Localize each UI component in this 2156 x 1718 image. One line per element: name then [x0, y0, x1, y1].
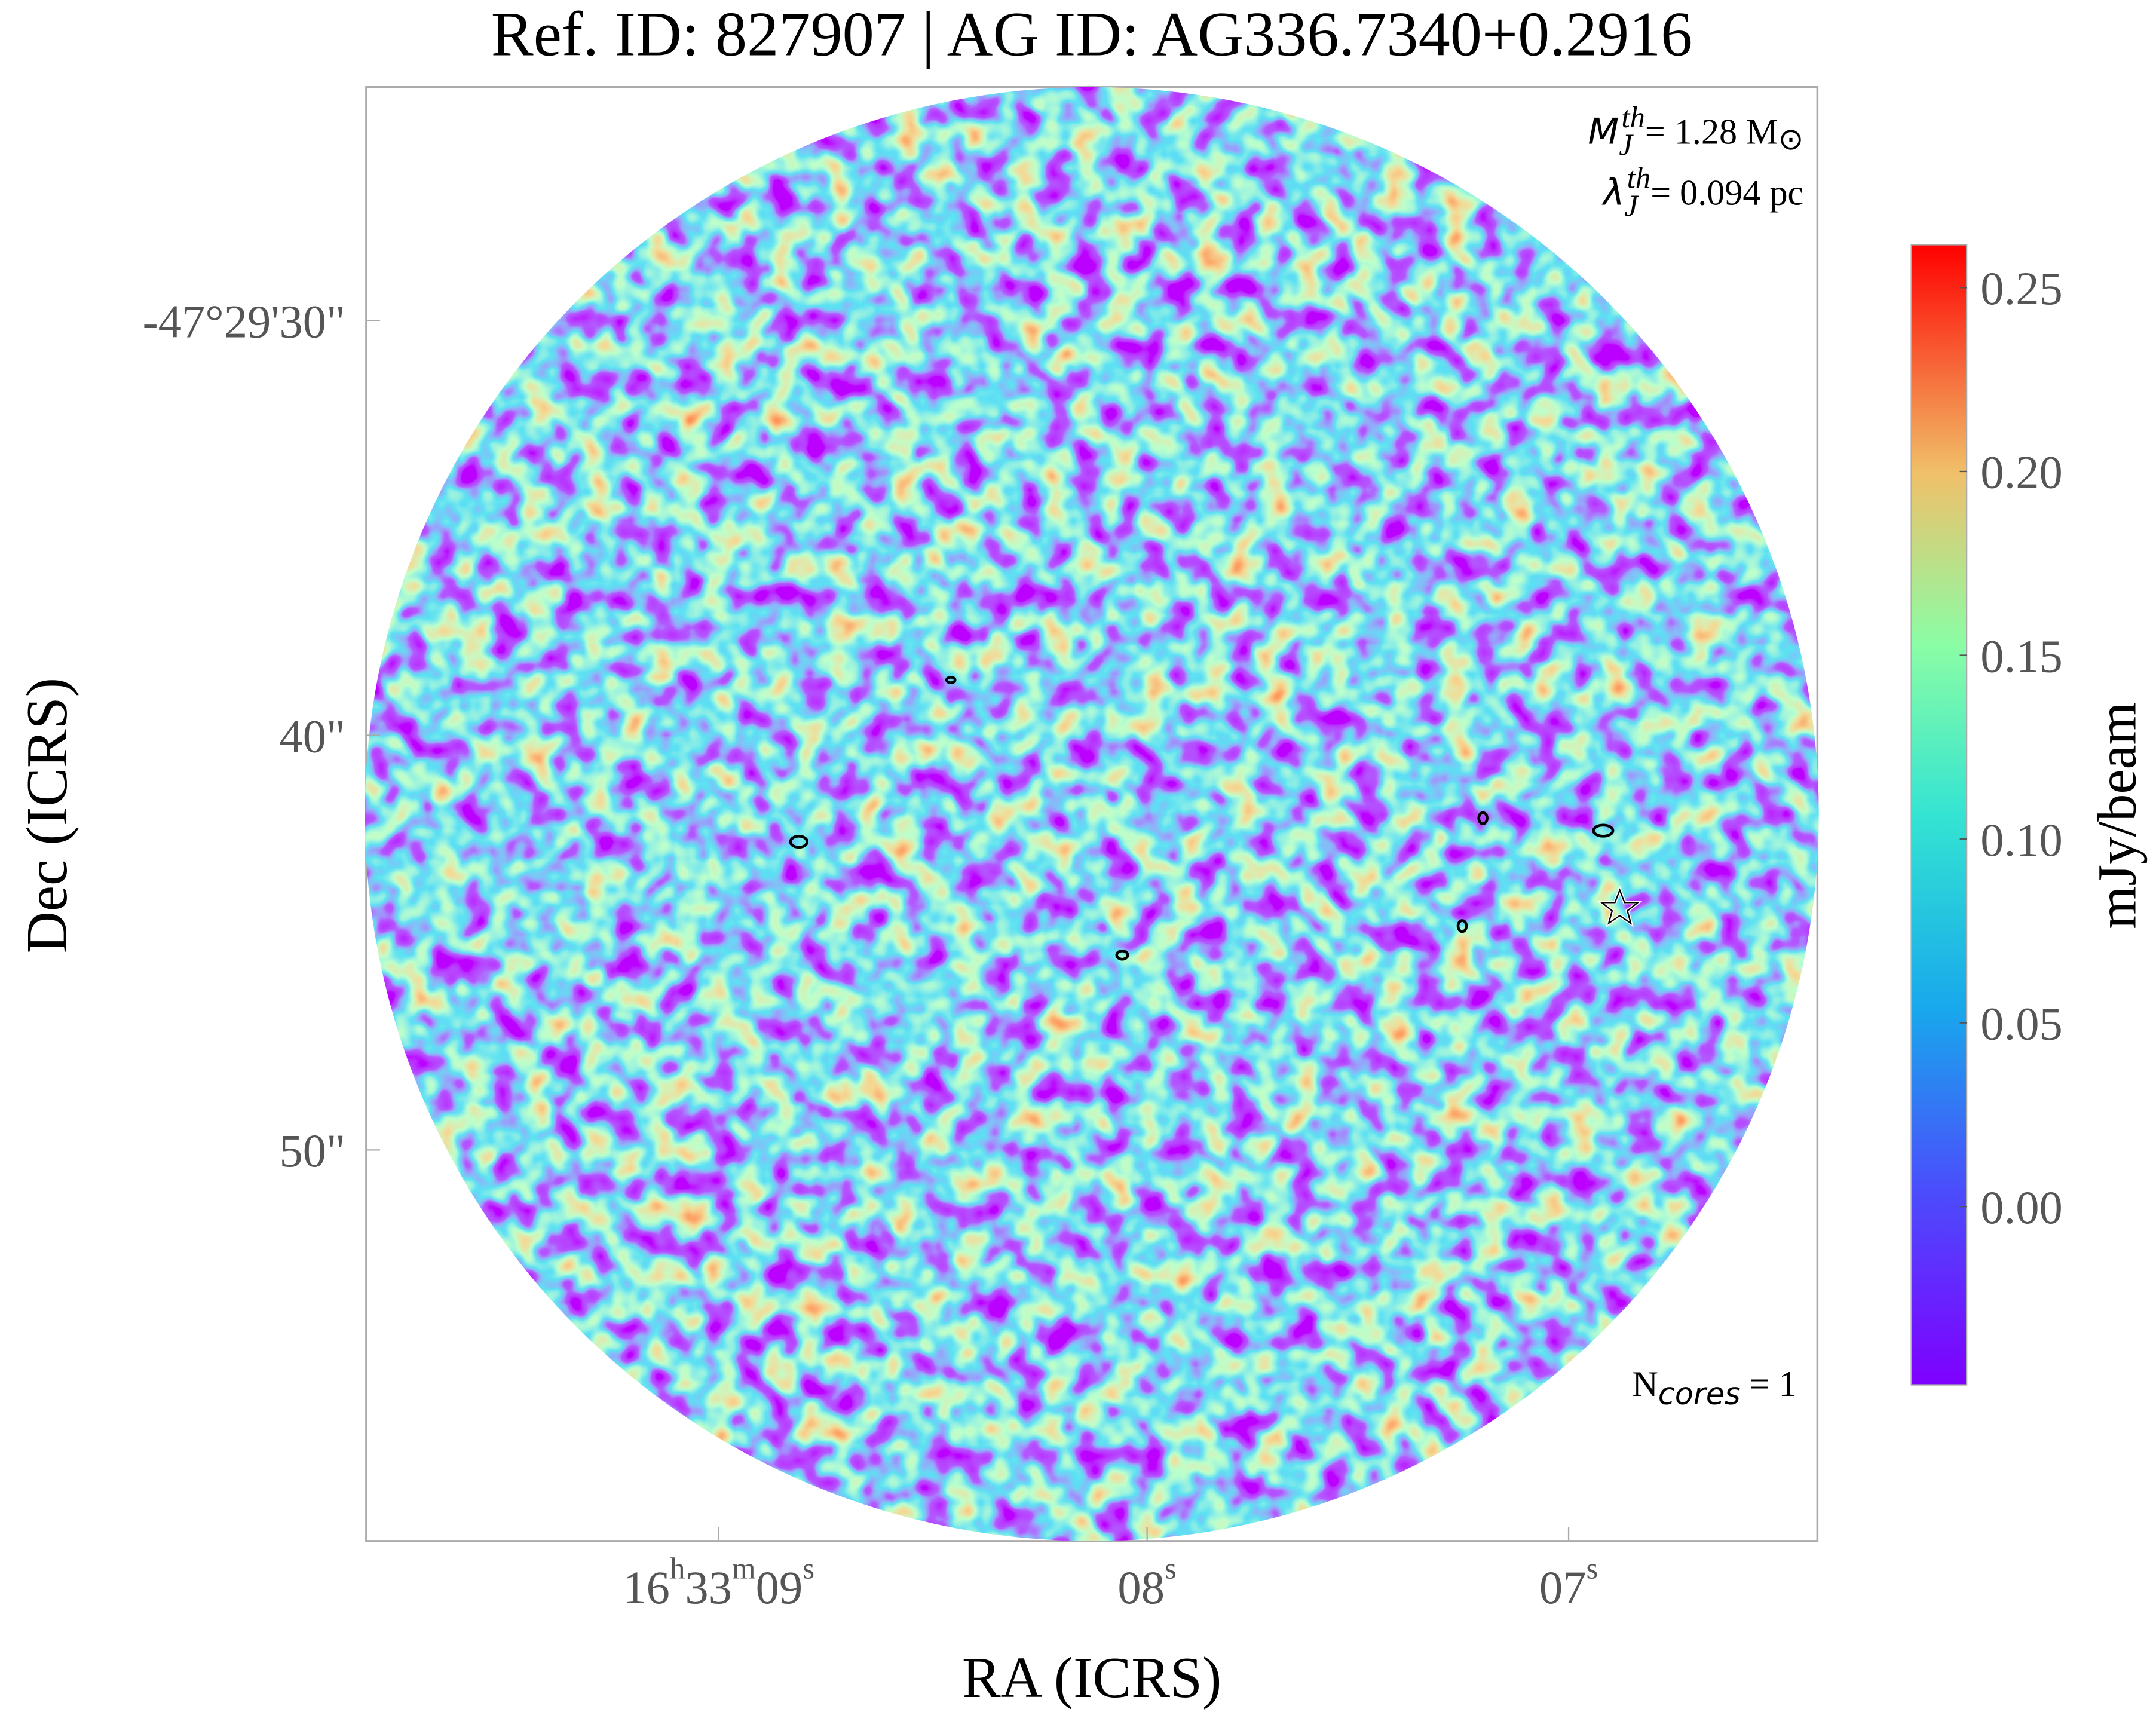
- colorbar-tick-label: 0.05: [1980, 998, 2063, 1050]
- tick-number: 07: [1539, 1562, 1587, 1614]
- y-tick-label: 40": [279, 711, 345, 762]
- symbol: N: [1632, 1364, 1658, 1404]
- tick-number: 16: [623, 1562, 670, 1614]
- colorbar-tick-label: 0.15: [1980, 630, 2063, 682]
- x-tick-label: 07s: [1539, 1552, 1598, 1614]
- contours: [789, 676, 1615, 961]
- subscript: J: [1625, 189, 1640, 223]
- y-tick-label: 50": [279, 1125, 345, 1177]
- value: = 1: [1741, 1364, 1797, 1404]
- tick-unit: s: [803, 1552, 814, 1585]
- colorbar-label: mJy/beam: [2087, 702, 2148, 929]
- colorbar-tick-label: 0.25: [1980, 263, 2063, 315]
- superscript: th: [1621, 101, 1645, 134]
- cores-annotation: Ncores = 1: [1632, 1364, 1796, 1411]
- x-tick-label: 16h33m09s: [623, 1552, 814, 1614]
- jeans-annotation: λJth= 0.094 pc: [1601, 162, 1803, 223]
- x-tick-label: 08s: [1117, 1552, 1176, 1614]
- intensity-map: [365, 87, 1819, 1541]
- symbol: M: [1588, 111, 1619, 153]
- colorbar-tick-label: 0.20: [1980, 447, 2063, 499]
- tick-number: 08: [1117, 1562, 1165, 1614]
- superscript: th: [1627, 162, 1651, 195]
- y-axis-label: Dec (ICRS): [15, 678, 79, 953]
- value: = 1.28 M: [1645, 112, 1778, 152]
- colorbar-tick-label: 0.00: [1980, 1182, 2063, 1234]
- tick-number: 09: [756, 1562, 803, 1614]
- tick-unit: s: [1165, 1552, 1177, 1585]
- subscript: ⊙: [1778, 123, 1804, 157]
- colorbar-tick-label: 0.10: [1980, 814, 2063, 866]
- tick-unit: h: [670, 1552, 685, 1585]
- title: Ref. ID: 827907 | AG ID: AG336.7340+0.29…: [491, 0, 1693, 70]
- x-axis-label: RA (ICRS): [962, 1646, 1221, 1710]
- symbol: λ: [1601, 172, 1625, 213]
- tick-number: 33: [685, 1562, 732, 1614]
- colorbar: [1910, 244, 1968, 1386]
- y-tick-label: -47°29'30": [142, 296, 345, 348]
- subscript: cores: [1658, 1376, 1741, 1411]
- value: = 0.094 pc: [1650, 173, 1803, 213]
- ticks: -47°29'30"40"50"16h33m09s 08s 07s0.000.050…: [142, 263, 2062, 1614]
- tick-unit: s: [1586, 1552, 1598, 1585]
- mass-annotation: MJth= 1.28 M⊙: [1588, 101, 1803, 162]
- tick-unit: m: [732, 1552, 756, 1585]
- subscript: J: [1619, 128, 1634, 162]
